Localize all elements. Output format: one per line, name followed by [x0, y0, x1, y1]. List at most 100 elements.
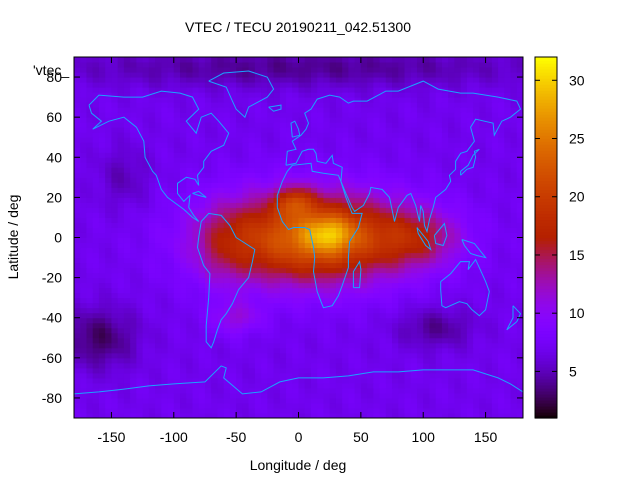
heatmap-cell: [136, 82, 144, 88]
heatmap-cell: [123, 172, 131, 178]
heatmap-cell: [454, 162, 462, 168]
heatmap-cell: [398, 347, 406, 354]
heatmap-cell: [186, 172, 193, 178]
heatmap-cell: [261, 342, 268, 349]
heatmap-cell: [423, 207, 430, 213]
heatmap-cell: [198, 342, 206, 349]
heatmap-cell: [317, 272, 324, 279]
heatmap-cell: [155, 122, 162, 128]
heatmap-cell: [516, 322, 524, 329]
heatmap-cell: [167, 347, 175, 354]
heatmap-cell: [491, 112, 499, 118]
heatmap-cell: [454, 137, 462, 143]
heatmap-cell: [229, 117, 237, 123]
heatmap-cell: [80, 107, 87, 113]
heatmap-cell: [223, 127, 231, 133]
heatmap-cell: [304, 377, 312, 384]
heatmap-cell: [342, 72, 349, 78]
heatmap-cell: [142, 262, 150, 269]
heatmap-cell: [180, 147, 187, 153]
heatmap-cell: [236, 227, 243, 233]
heatmap-cell: [117, 227, 125, 233]
heatmap-cell: [435, 262, 443, 269]
heatmap-cell: [167, 142, 175, 148]
heatmap-cell: [491, 332, 499, 339]
heatmap-cell: [373, 142, 381, 148]
heatmap-cell: [261, 132, 268, 138]
heatmap-cell: [491, 127, 499, 133]
heatmap-cell: [286, 147, 293, 153]
heatmap-cell: [373, 207, 381, 213]
heatmap-cell: [335, 77, 343, 83]
heatmap-cell: [491, 77, 499, 83]
heatmap-cell: [248, 247, 256, 254]
heatmap-cell: [142, 277, 150, 284]
heatmap-cell: [323, 242, 331, 249]
heatmap-cell: [279, 137, 287, 143]
heatmap-cell: [105, 352, 112, 359]
heatmap-cell: [98, 332, 106, 339]
heatmap-cell: [354, 322, 362, 329]
heatmap-cell: [92, 227, 100, 233]
heatmap-cell: [98, 82, 106, 88]
heatmap-cell: [435, 102, 443, 108]
heatmap-cell: [466, 282, 474, 289]
heatmap-cell: [385, 112, 393, 118]
heatmap-cell: [248, 182, 256, 188]
heatmap-cell: [123, 77, 131, 83]
heatmap-cell: [279, 152, 287, 158]
heatmap-cell: [92, 387, 100, 394]
heatmap-cell: [373, 167, 381, 173]
heatmap-cell: [186, 217, 193, 223]
heatmap-cell: [254, 87, 262, 93]
heatmap-cell: [429, 172, 437, 178]
heatmap-cell: [173, 347, 181, 354]
heatmap-cell: [80, 317, 87, 324]
heatmap-cell: [429, 312, 437, 319]
heatmap-cell: [329, 257, 337, 264]
heatmap-cell: [385, 342, 393, 349]
heatmap-cell: [192, 152, 200, 158]
heatmap-cell: [161, 372, 169, 379]
heatmap-cell: [98, 307, 106, 314]
heatmap-cell: [454, 352, 462, 359]
heatmap-cell: [223, 97, 231, 103]
heatmap-cell: [367, 167, 374, 173]
heatmap-cell: [136, 97, 144, 103]
heatmap-cell: [198, 72, 206, 78]
heatmap-cell: [504, 322, 512, 329]
heatmap-cell: [279, 212, 287, 218]
heatmap-cell: [367, 197, 374, 203]
heatmap-cell: [373, 312, 381, 319]
heatmap-cell: [491, 132, 499, 138]
heatmap-cell: [342, 252, 349, 259]
heatmap-cell: [123, 192, 131, 198]
heatmap-cell: [211, 122, 218, 128]
heatmap-cell: [148, 142, 156, 148]
heatmap-cell: [510, 237, 518, 244]
heatmap-cell: [310, 102, 318, 108]
heatmap-cell: [292, 227, 299, 233]
heatmap-cell: [510, 162, 518, 168]
heatmap-cell: [510, 312, 518, 319]
heatmap-cell: [342, 92, 349, 98]
heatmap-cell: [155, 222, 162, 228]
heatmap-cell: [117, 157, 125, 163]
heatmap-cell: [410, 87, 418, 93]
heatmap-cell: [204, 117, 212, 123]
heatmap-cell: [236, 77, 243, 83]
heatmap-cell: [92, 117, 100, 123]
heatmap-cell: [310, 347, 318, 354]
heatmap-cell: [310, 112, 318, 118]
heatmap-cell: [105, 277, 112, 284]
heatmap-cell: [123, 262, 131, 269]
heatmap-cell: [236, 307, 243, 314]
heatmap-cell: [223, 272, 231, 279]
heatmap-cell: [473, 372, 480, 379]
heatmap-cell: [367, 157, 374, 163]
heatmap-cell: [367, 242, 374, 249]
heatmap-cell: [317, 287, 324, 294]
heatmap-cell: [367, 107, 374, 113]
heatmap-cell: [111, 142, 119, 148]
heatmap-cell: [173, 177, 181, 183]
